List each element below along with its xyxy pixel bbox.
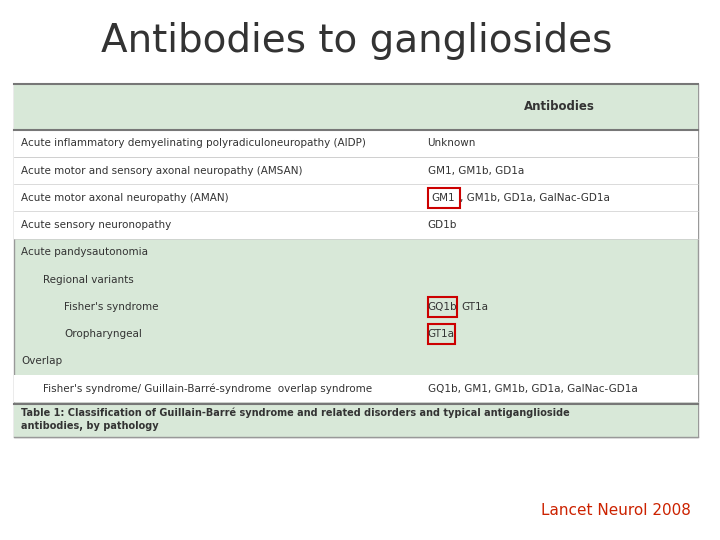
Text: GQ1b, GM1, GM1b, GD1a, GalNac-GD1a: GQ1b, GM1, GM1b, GD1a, GalNac-GD1a bbox=[428, 383, 637, 394]
Text: GQ1b: GQ1b bbox=[428, 302, 457, 312]
Text: Lancet Neurol 2008: Lancet Neurol 2008 bbox=[541, 503, 691, 518]
Text: GM1, GM1b, GD1a: GM1, GM1b, GD1a bbox=[428, 165, 523, 176]
Bar bbox=[428, 324, 454, 345]
Text: Acute motor and sensory axonal neuropathy (AMSAN): Acute motor and sensory axonal neuropath… bbox=[22, 165, 303, 176]
Text: Acute motor axonal neuropathy (AMAN): Acute motor axonal neuropathy (AMAN) bbox=[22, 193, 229, 203]
FancyBboxPatch shape bbox=[14, 157, 698, 184]
Bar bbox=[428, 187, 459, 208]
Text: GD1b: GD1b bbox=[428, 220, 457, 230]
Text: Oropharyngeal: Oropharyngeal bbox=[64, 329, 142, 339]
Text: Fisher's syndrome/ Guillain-Barré-syndrome  overlap syndrome: Fisher's syndrome/ Guillain-Barré-syndro… bbox=[42, 383, 372, 394]
Text: Acute inflammatory demyelinating polyradiculoneuropathy (AIDP): Acute inflammatory demyelinating polyrad… bbox=[22, 138, 366, 149]
Text: GT1a: GT1a bbox=[428, 329, 454, 339]
Text: Antibodies: Antibodies bbox=[524, 100, 595, 113]
Text: Antibodies to gangliosides: Antibodies to gangliosides bbox=[101, 22, 612, 59]
FancyBboxPatch shape bbox=[14, 375, 698, 402]
Text: GT1a: GT1a bbox=[461, 302, 488, 312]
FancyBboxPatch shape bbox=[14, 211, 698, 239]
FancyBboxPatch shape bbox=[14, 84, 698, 437]
Text: , GM1b, GD1a, GalNac-GD1a: , GM1b, GD1a, GalNac-GD1a bbox=[459, 193, 609, 203]
FancyBboxPatch shape bbox=[14, 404, 698, 437]
Text: GM1: GM1 bbox=[432, 193, 455, 203]
FancyBboxPatch shape bbox=[14, 84, 698, 130]
Text: Acute sensory neuronopathy: Acute sensory neuronopathy bbox=[22, 220, 171, 230]
FancyBboxPatch shape bbox=[14, 184, 698, 211]
Text: Table 1: Classification of Guillain-Barré syndrome and related disorders and typ: Table 1: Classification of Guillain-Barr… bbox=[22, 408, 570, 431]
Text: Overlap: Overlap bbox=[22, 356, 63, 367]
FancyBboxPatch shape bbox=[14, 130, 698, 157]
Text: Unknown: Unknown bbox=[428, 138, 476, 149]
Text: Fisher's syndrome: Fisher's syndrome bbox=[64, 302, 158, 312]
Text: Acute pandysautonomia: Acute pandysautonomia bbox=[22, 247, 148, 258]
Bar bbox=[428, 296, 457, 317]
Text: Regional variants: Regional variants bbox=[42, 274, 133, 285]
